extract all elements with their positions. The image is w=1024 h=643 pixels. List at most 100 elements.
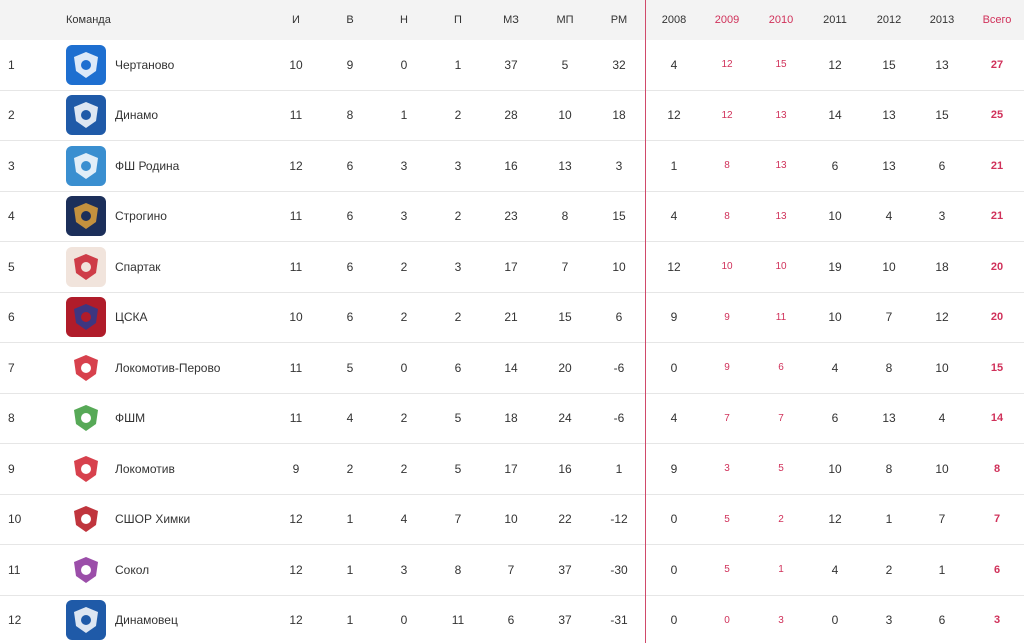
team-name[interactable]: СШОР Химки	[115, 512, 191, 527]
team-name[interactable]: Строгино	[115, 209, 167, 224]
table-row[interactable]: 1 Чертаново 10 9 0 1 37 5 32 4 12 15 12 15 13 27	[0, 40, 1024, 91]
cell-goals-against: 24	[558, 411, 572, 426]
cell-year-2013: 15	[935, 108, 949, 123]
table-row[interactable]: 8 ФШМ 11 4 2 5 18 24 -6 4 7 7 6 13 4 14	[0, 394, 1024, 444]
cell-wins: 1	[346, 512, 354, 527]
cell-year-2010: 13	[775, 160, 787, 172]
cell-total: 21	[990, 159, 1004, 172]
cell-goals-against: 37	[558, 613, 572, 628]
header-2013[interactable]: 2013	[929, 14, 955, 26]
cell-losses: 7	[454, 512, 462, 527]
cell-goals-against: 37	[558, 562, 572, 577]
header-2010[interactable]: 2010	[768, 14, 794, 26]
cell-team[interactable]: Локомотив	[66, 448, 175, 489]
table-row[interactable]: 10 СШОР Химки 12 1 4 7 10 22 -12 0 5 2 12 1 7 7	[0, 495, 1024, 545]
lokomotiv-logo-icon	[66, 448, 106, 489]
team-name[interactable]: ФШМ	[115, 411, 146, 426]
cell-year-2012: 10	[882, 259, 896, 274]
sokol-logo-icon	[66, 549, 106, 590]
team-name[interactable]: Сокол	[115, 562, 150, 577]
cell-team[interactable]: Строгино	[66, 196, 167, 237]
cell-team[interactable]: ФШ Родина	[66, 145, 180, 186]
cell-draws: 2	[400, 259, 408, 274]
cell-year-2009: 12	[721, 109, 733, 121]
header-team[interactable]: Команда	[66, 14, 111, 26]
cell-year-2009: 5	[724, 513, 730, 525]
team-name[interactable]: Локомотив	[115, 461, 175, 476]
cell-team[interactable]: Спартак	[66, 246, 161, 287]
header-2009[interactable]: 2009	[714, 14, 740, 26]
cell-year-2008: 4	[670, 209, 678, 224]
cell-team[interactable]: ЦСКА	[66, 297, 148, 338]
cell-year-2011: 0	[831, 613, 839, 628]
cell-goals-against: 15	[558, 310, 572, 325]
cell-year-2010: 7	[778, 412, 784, 424]
cell-year-2008: 12	[667, 259, 681, 274]
cell-year-2013: 12	[935, 310, 949, 325]
cell-wins: 2	[346, 461, 354, 476]
cell-position: 3	[8, 158, 15, 173]
cell-team[interactable]: Динамовец	[66, 600, 178, 641]
header-games[interactable]: И	[292, 14, 300, 26]
header-goal-diff[interactable]: РМ	[610, 14, 628, 26]
cell-year-2012: 3	[885, 613, 893, 628]
cell-year-2010: 6	[778, 362, 784, 374]
cell-team[interactable]: Сокол	[66, 549, 150, 590]
cell-draws: 3	[400, 158, 408, 173]
cell-year-2010: 5	[778, 463, 784, 475]
cell-year-2011: 4	[831, 360, 839, 375]
cell-wins: 5	[346, 360, 354, 375]
header-2011[interactable]: 2011	[823, 14, 847, 26]
table-row[interactable]: 6 ЦСКА 10 6 2 2 21 15 6 9 9 11 10 7 12 20	[0, 293, 1024, 343]
team-name[interactable]: Чертаново	[115, 57, 175, 72]
table-row[interactable]: 5 Спартак 11 6 2 3 17 7 10 12 10 10 19 10 18 20	[0, 242, 1024, 293]
cell-draws: 3	[400, 562, 408, 577]
cell-year-2013: 6	[938, 613, 946, 628]
team-name[interactable]: ЦСКА	[115, 310, 148, 325]
cell-total: 20	[990, 311, 1004, 324]
team-name[interactable]: Спартак	[115, 259, 161, 274]
table-row[interactable]: 4 Строгино 11 6 3 2 23 8 15 4 8 13 10 4 3 21	[0, 192, 1024, 242]
cell-year-2013: 18	[935, 259, 949, 274]
column-divider	[645, 0, 646, 643]
cell-team[interactable]: Динамо	[66, 95, 159, 136]
header-goals-for[interactable]: МЗ	[503, 14, 519, 26]
cell-wins: 6	[346, 310, 354, 325]
cell-year-2009: 8	[724, 160, 730, 172]
table-row[interactable]: 2 Динамо 11 8 1 2 28 10 18 12 12 13 14 13 15 25	[0, 91, 1024, 141]
header-goals-against[interactable]: МП	[556, 14, 574, 26]
cell-year-2009: 9	[724, 362, 730, 374]
team-name[interactable]: ФШ Родина	[115, 158, 180, 173]
cell-position: 2	[8, 108, 15, 123]
team-name[interactable]: Локомотив-Перово	[115, 360, 221, 375]
header-total[interactable]: Всего	[982, 14, 1012, 26]
cell-year-2012: 8	[885, 360, 893, 375]
cell-team[interactable]: ФШМ	[66, 398, 146, 439]
team-name[interactable]: Динамо	[115, 108, 159, 123]
cell-total: 25	[990, 109, 1004, 122]
table-row[interactable]: 12 Динамовец 12 1 0 11 6 37 -31 0 0 3 0 3 6 3	[0, 596, 1024, 643]
cell-year-2011: 10	[828, 310, 842, 325]
cell-team[interactable]: СШОР Химки	[66, 499, 191, 540]
cell-year-2009: 9	[724, 311, 730, 323]
cell-goal-diff: 10	[612, 259, 626, 274]
cell-year-2011: 6	[831, 411, 839, 426]
cell-position: 8	[8, 411, 15, 426]
header-losses[interactable]: П	[454, 14, 462, 26]
header-2012[interactable]: 2012	[876, 14, 902, 26]
cell-team[interactable]: Локомотив-Перово	[66, 347, 221, 388]
table-row[interactable]: 11 Сокол 12 1 3 8 7 37 -30 0 5 1 4 2 1 6	[0, 545, 1024, 596]
cell-team[interactable]: Чертаново	[66, 44, 175, 85]
cell-year-2008: 0	[670, 360, 678, 375]
cell-year-2009: 0	[724, 614, 730, 626]
header-2008[interactable]: 2008	[661, 14, 687, 26]
team-name[interactable]: Динамовец	[115, 613, 178, 628]
table-row[interactable]: 9 Локомотив 9 2 2 5 17 16 1 9 3 5 10 8 10 8	[0, 444, 1024, 495]
header-draws[interactable]: Н	[400, 14, 408, 26]
cell-year-2008: 12	[667, 108, 681, 123]
table-row[interactable]: 7 Локомотив-Перово 11 5 0 6 14 20 -6 0 9 6 4 8 10 15	[0, 343, 1024, 394]
cell-position: 10	[8, 512, 22, 527]
table-row[interactable]: 3 ФШ Родина 12 6 3 3 16 13 3 1 8 13 6 13 6 21	[0, 141, 1024, 192]
header-wins[interactable]: В	[346, 14, 354, 26]
cell-year-2013: 4	[938, 411, 946, 426]
